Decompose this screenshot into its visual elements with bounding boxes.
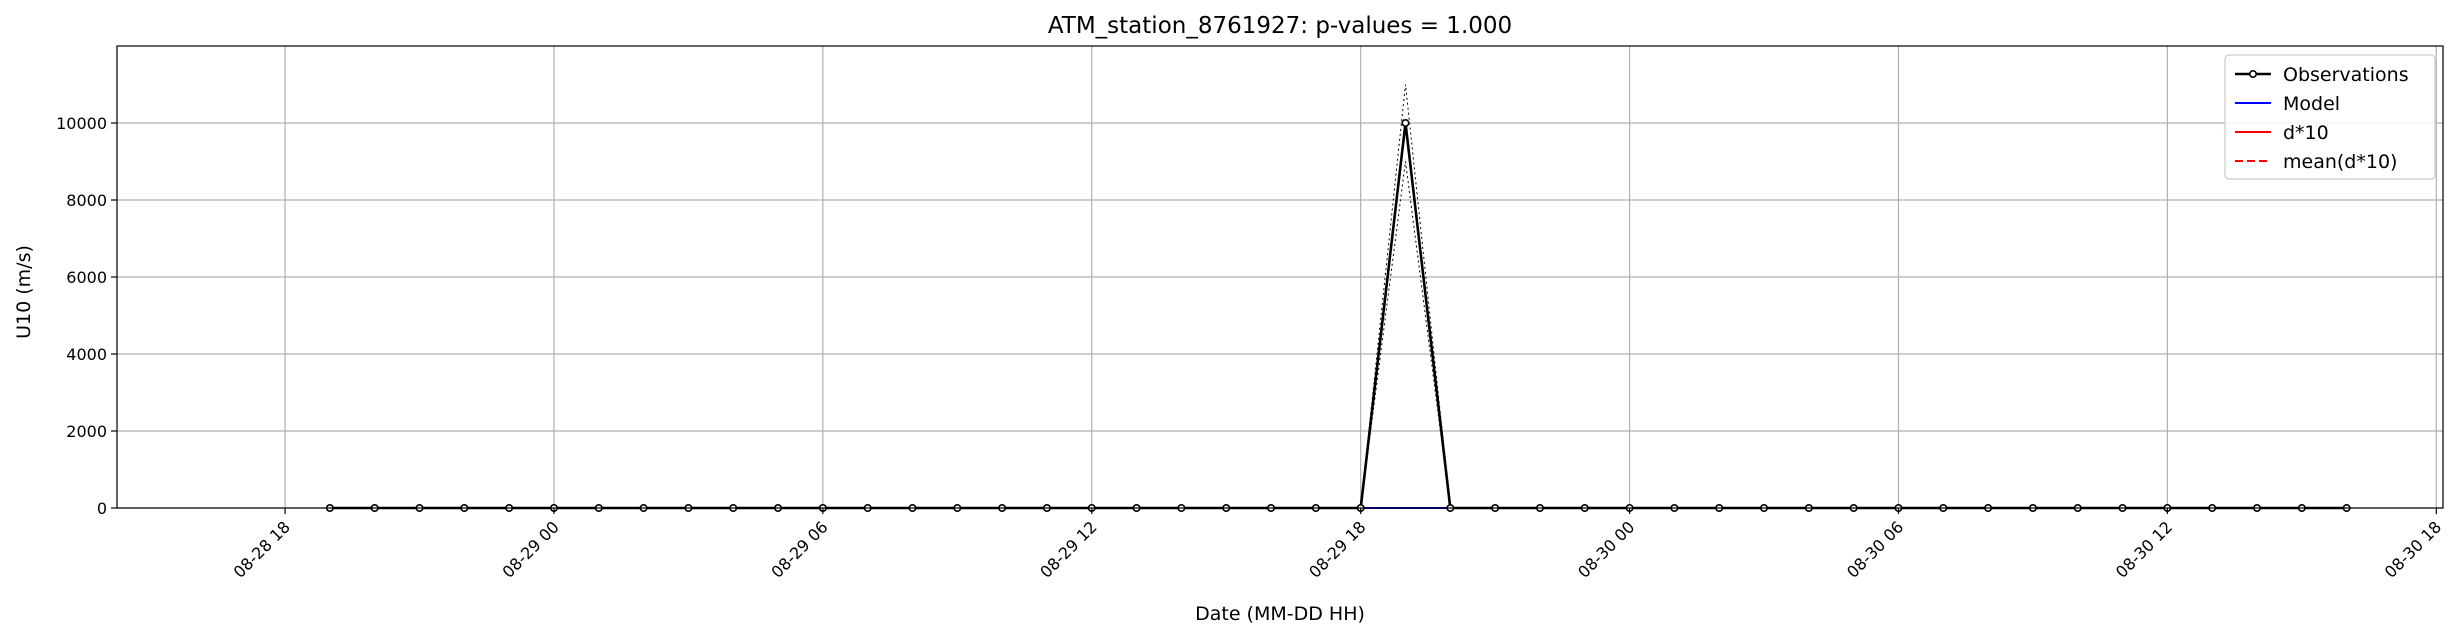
legend-entry-label: d*10 bbox=[2283, 122, 2329, 144]
x-tick-label: 08-30 12 bbox=[2112, 517, 2176, 581]
x-tick-label: 08-29 12 bbox=[1036, 517, 1100, 581]
x-tick-label: 08-30 06 bbox=[1843, 517, 1907, 581]
legend-entry-label: Observations bbox=[2283, 64, 2409, 86]
y-tick-label: 6000 bbox=[66, 268, 107, 287]
x-tick-label: 08-28 18 bbox=[230, 517, 294, 581]
observation-point bbox=[1401, 119, 1410, 128]
legend-entry-label: mean(d*10) bbox=[2283, 151, 2397, 173]
chart-title: ATM_station_8761927: p-values = 1.000 bbox=[1048, 13, 1512, 39]
x-tick-label: 08-29 00 bbox=[498, 517, 562, 581]
series-lines bbox=[325, 119, 2351, 512]
y-tick-label: 4000 bbox=[66, 345, 107, 364]
legend-box bbox=[2224, 54, 2436, 180]
upper-bound-line bbox=[329, 84, 2347, 509]
x-axis-label: Date (MM-DD HH) bbox=[1195, 603, 1365, 625]
x-tick-label: 08-30 00 bbox=[1574, 517, 1638, 581]
x-axis: 08-28 18 08-29 00 08-29 06 08-29 12 08-29 18… bbox=[230, 508, 2445, 582]
legend-entry-label: Model bbox=[2283, 93, 2340, 115]
series-observations-line bbox=[329, 122, 2347, 510]
grid-lines bbox=[117, 46, 2443, 509]
uncertainty-bounds bbox=[329, 84, 2347, 509]
y-tick-label: 10000 bbox=[56, 114, 107, 133]
y-tick-label: 0 bbox=[97, 499, 107, 518]
legend-marker bbox=[2249, 70, 2258, 79]
x-tick-label: 08-29 06 bbox=[767, 517, 831, 581]
legend: Observations Model d*10 mean(d*10) bbox=[2224, 54, 2436, 180]
y-tick-label: 8000 bbox=[66, 191, 107, 210]
y-axis-label: U10 (m/s) bbox=[13, 245, 35, 339]
y-axis: 0 2000 4000 6000 8000 10000 bbox=[56, 114, 117, 518]
lower-bound-line bbox=[329, 161, 2347, 509]
x-tick-label: 08-30 18 bbox=[2381, 517, 2445, 581]
y-tick-label: 2000 bbox=[66, 422, 107, 441]
x-tick-label: 08-29 18 bbox=[1305, 517, 1369, 581]
